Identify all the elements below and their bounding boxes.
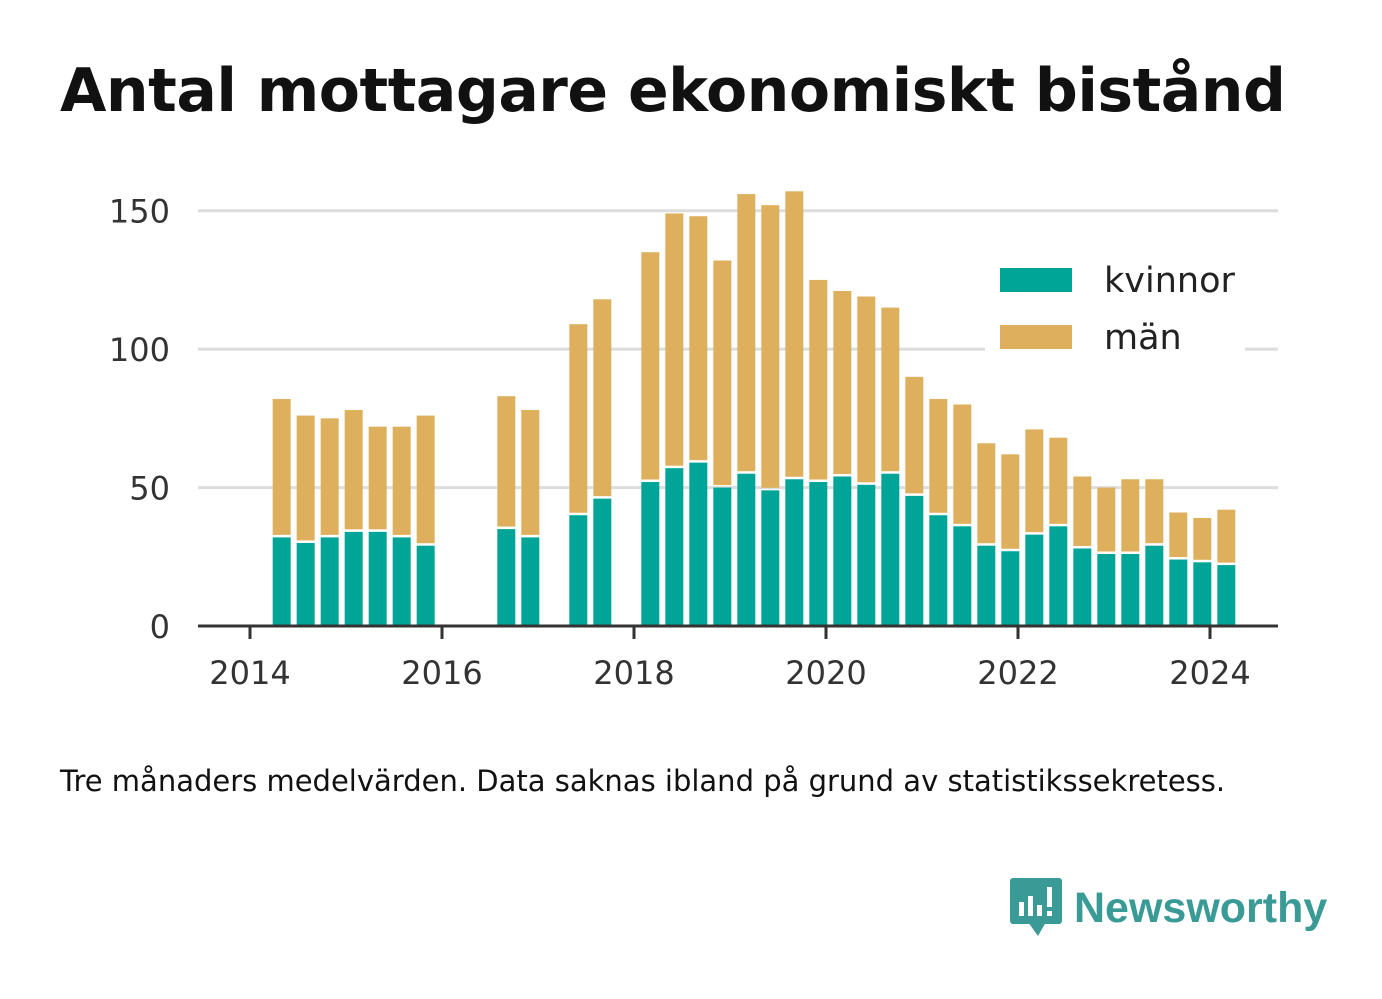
y-tick-label: 0 <box>150 608 170 646</box>
bar-man <box>689 216 708 461</box>
bar-man <box>272 398 291 535</box>
bar-kvinnor <box>593 498 612 626</box>
bar-man <box>320 418 339 535</box>
bar-kvinnor <box>905 495 924 626</box>
bar-man <box>296 415 315 541</box>
bar-kvinnor <box>344 531 363 626</box>
chart-title: Antal mottagare ekonomiskt bistånd <box>60 56 1286 126</box>
legend-label: män <box>1104 318 1182 358</box>
y-tick-label: 100 <box>109 331 170 369</box>
bar-man <box>1001 454 1020 549</box>
x-tick-label: 2022 <box>977 654 1058 692</box>
bar-man <box>497 396 516 527</box>
bar-man <box>713 260 732 486</box>
bar-kvinnor <box>1049 526 1068 626</box>
bar-man <box>593 299 612 497</box>
bar-kvinnor <box>833 476 852 626</box>
chart-caption: Tre månaders medelvärden. Data saknas ib… <box>60 764 1226 798</box>
bar-man <box>521 410 540 535</box>
bars <box>272 191 1236 626</box>
bar-man <box>977 443 996 544</box>
bar-kvinnor <box>665 468 684 626</box>
bar-kvinnor <box>1097 554 1116 626</box>
legend: kvinnor män <box>985 258 1245 368</box>
bar-man <box>785 191 804 477</box>
bar-man <box>953 404 972 524</box>
legend-swatch-kvinnor <box>1000 268 1072 292</box>
bar-kvinnor <box>713 487 732 626</box>
bar-man <box>1049 437 1068 524</box>
bar-man <box>1025 429 1044 533</box>
x-tick-label: 2018 <box>593 654 674 692</box>
bar-kvinnor <box>296 542 315 626</box>
brand-logo: Newsworthy <box>1010 878 1327 938</box>
bar-man <box>833 290 852 474</box>
legend-swatch-man <box>1000 325 1072 349</box>
bar-kvinnor <box>761 490 780 626</box>
bar-man <box>1097 487 1116 552</box>
x-tick-label: 2014 <box>209 654 290 692</box>
y-tick-label: 150 <box>109 193 170 231</box>
bar-man <box>344 410 363 530</box>
bar-man <box>368 426 387 530</box>
bar-man <box>881 307 900 472</box>
bar-kvinnor <box>1025 534 1044 626</box>
bar-man <box>416 415 435 544</box>
bar-kvinnor <box>1193 562 1212 626</box>
bar-man <box>929 398 948 513</box>
bar-man <box>857 296 876 483</box>
bar-kvinnor <box>977 545 996 626</box>
bar-kvinnor <box>881 473 900 626</box>
newsworthy-logo-icon <box>1010 878 1062 936</box>
bar-kvinnor <box>953 526 972 626</box>
bar-man <box>1169 512 1188 558</box>
bar-kvinnor <box>1145 545 1164 626</box>
bar-kvinnor <box>392 537 411 626</box>
bar-kvinnor <box>1001 551 1020 626</box>
bar-kvinnor <box>416 545 435 626</box>
bar-man <box>1121 479 1140 552</box>
bar-kvinnor <box>497 529 516 626</box>
bar-man <box>905 376 924 494</box>
bar-kvinnor <box>1073 548 1092 626</box>
bar-kvinnor <box>641 482 660 626</box>
bar-kvinnor <box>809 482 828 626</box>
bar-kvinnor <box>569 515 588 626</box>
bar-kvinnor <box>737 473 756 626</box>
bar-man <box>569 324 588 513</box>
bar-kvinnor <box>320 537 339 626</box>
x-tick-label: 2016 <box>401 654 482 692</box>
brand-name: Newsworthy <box>1074 883 1328 932</box>
x-tick-label: 2024 <box>1169 654 1250 692</box>
y-axis-ticks: 0 50 100 150 <box>109 193 170 646</box>
y-tick-label: 50 <box>129 470 170 508</box>
bar-man <box>665 213 684 466</box>
bar-kvinnor <box>368 531 387 626</box>
bar-kvinnor <box>521 537 540 626</box>
bar-man <box>1217 509 1236 563</box>
bar-man <box>737 194 756 472</box>
bar-man <box>1073 476 1092 546</box>
bar-kvinnor <box>1217 565 1236 626</box>
bar-kvinnor <box>1121 554 1140 626</box>
bar-kvinnor <box>929 515 948 626</box>
bar-kvinnor <box>689 462 708 626</box>
bar-kvinnor <box>1169 559 1188 626</box>
bar-man <box>392 426 411 535</box>
bar-kvinnor <box>272 537 291 626</box>
x-axis: 2014 2016 2018 2020 2022 2024 <box>198 624 1278 692</box>
bar-man <box>1145 479 1164 544</box>
x-tick-label: 2020 <box>785 654 866 692</box>
bar-man <box>761 205 780 488</box>
bar-man <box>1193 518 1212 560</box>
bar-kvinnor <box>857 484 876 626</box>
bar-man <box>809 279 828 480</box>
legend-label: kvinnor <box>1104 261 1235 301</box>
bar-kvinnor <box>785 479 804 626</box>
bar-man <box>641 252 660 480</box>
